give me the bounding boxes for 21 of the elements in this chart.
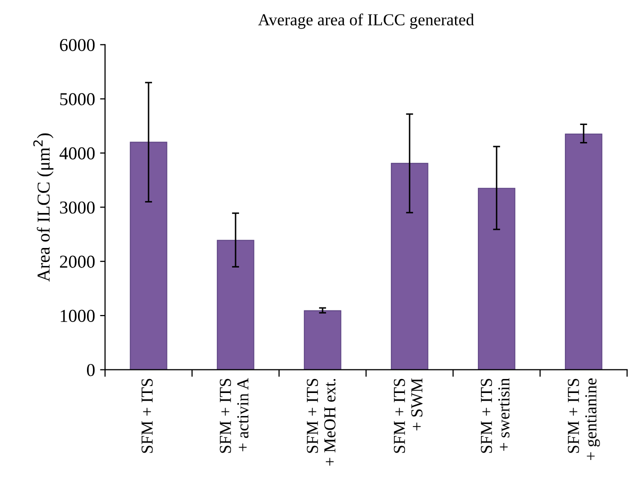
y-tick-label: 0 [86,364,95,376]
y-tick-label: 2000 [60,256,95,268]
y-tick-label: 3000 [60,201,95,214]
y-tick-label: 4000 [60,147,95,160]
bar [390,162,428,370]
x-tick-label: SFM + ITS [142,378,153,453]
bar [564,134,602,370]
x-tick-label: SFM + ITS + swertisin [480,378,510,453]
x-tick-label: SFM + ITS + activin A [220,378,248,453]
x-tick-label: SFM + ITS + SWM [394,378,423,453]
y-axis-title: Area of ILCC (μm$^{2}$) [33,133,54,282]
bar [130,142,168,370]
x-tick-label: SFM + ITS + gentianine [568,378,600,460]
y-tick-label: 6000 [60,38,95,52]
y-tick-label: 5000 [60,93,95,106]
y-tick-label: 1000 [60,310,95,322]
x-tick-label: SFM + ITS + MeOH ext. [306,378,336,466]
bar [478,188,516,370]
bar [304,310,342,370]
chart-title: Average area of ILCC generated [258,14,474,29]
bar [216,240,254,370]
